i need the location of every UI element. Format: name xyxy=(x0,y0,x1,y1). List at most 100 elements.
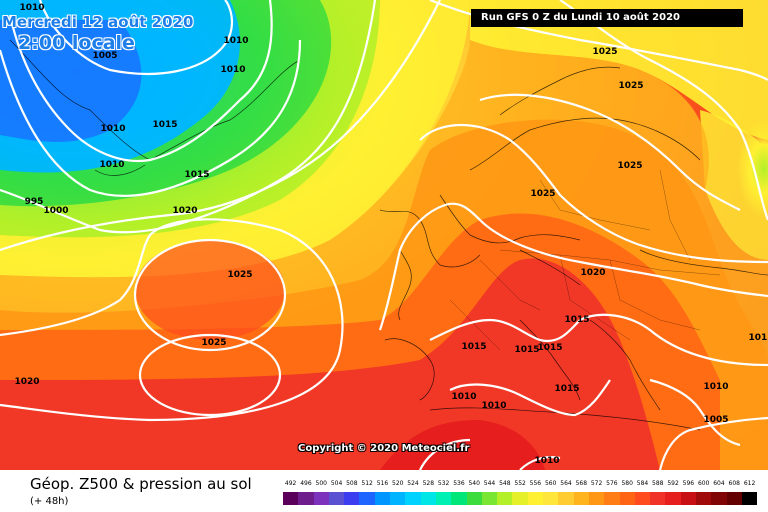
legend-swatch xyxy=(634,492,651,505)
legend-swatch xyxy=(543,492,559,505)
isobar-label: 1010 xyxy=(534,456,559,466)
legend-swatch xyxy=(390,492,406,505)
legend-tick-label: 492 xyxy=(284,480,297,487)
legend-tick-label: 568 xyxy=(575,480,588,487)
isobar-label: 1005 xyxy=(92,51,117,61)
legend-tick-label: 608 xyxy=(728,480,740,487)
legend-tick-label: 528 xyxy=(422,480,435,487)
legend-cell: 536 xyxy=(451,480,467,506)
legend-swatch xyxy=(344,492,360,505)
legend-cell: 596 xyxy=(680,480,697,506)
legend-cell: 556 xyxy=(527,480,544,506)
legend-tick-label: 504 xyxy=(330,480,343,487)
isobar-label: 1020 xyxy=(14,377,39,387)
run-info: Run GFS 0 Z du Lundi 10 août 2020 xyxy=(471,9,743,27)
legend-cell: 608 xyxy=(726,480,742,506)
isobar-label: 1025 xyxy=(201,338,226,348)
legend-swatch xyxy=(451,492,467,505)
legend-swatch xyxy=(466,492,482,505)
legend-cell: 540 xyxy=(466,480,482,506)
legend-cell: 532 xyxy=(435,480,452,506)
legend-tick-label: 512 xyxy=(361,480,373,487)
legend-tick-label: 560 xyxy=(544,480,557,487)
legend-tick-label: 576 xyxy=(606,480,618,487)
legend-tick-label: 508 xyxy=(346,480,358,487)
isobar-label: 995 xyxy=(25,197,44,207)
band-deepred xyxy=(380,420,545,470)
isobar-label: 1020 xyxy=(580,268,605,278)
legend-tick-label: 612 xyxy=(743,480,756,487)
legend-cell: 552 xyxy=(512,480,528,506)
isobar-label: 1025 xyxy=(617,161,642,171)
legend-cell: 520 xyxy=(390,480,406,506)
legend-swatch xyxy=(665,492,681,505)
legend-tick-label: 516 xyxy=(376,480,389,487)
legend-cell: 604 xyxy=(711,480,727,506)
legend-swatch xyxy=(374,492,391,505)
legend-tick-label: 572 xyxy=(590,480,603,487)
legend-cell: 588 xyxy=(650,480,666,506)
date-label: Mercredi 12 août 2020 xyxy=(2,13,194,31)
isobar-label: 1010 xyxy=(451,392,476,402)
isobar-label: 1010 xyxy=(100,124,125,134)
isobar-label: 1025 xyxy=(530,189,555,199)
legend-cell: 496 xyxy=(298,480,314,506)
band-red xyxy=(0,258,660,470)
legend-tick-label: 544 xyxy=(483,480,496,487)
legend-tick-label: 532 xyxy=(437,480,450,487)
legend-cell: 592 xyxy=(665,480,681,506)
legend-cell: 584 xyxy=(634,480,651,506)
copyright: Copyright © 2020 Meteociel.fr xyxy=(298,443,470,454)
band-green xyxy=(0,0,332,207)
legend-cell: 512 xyxy=(359,480,375,506)
legend-tick-label: 536 xyxy=(453,480,465,487)
band-deepblue xyxy=(0,20,142,142)
legend-tick-label: 552 xyxy=(514,480,526,487)
isobar-label: 1020 xyxy=(172,206,197,216)
legend-tick-label: 540 xyxy=(468,480,480,487)
isobar-label: 1025 xyxy=(227,270,252,280)
legend-swatch xyxy=(298,492,314,505)
product-title: Géop. Z500 & pression au sol xyxy=(30,475,252,493)
legend-swatch xyxy=(573,492,589,505)
legend-cell: 568 xyxy=(573,480,589,506)
legend-swatch xyxy=(558,492,574,505)
legend-tick-label: 584 xyxy=(636,480,649,487)
isobar-label: 1010 xyxy=(99,160,124,170)
legend-cell: 560 xyxy=(543,480,559,506)
legend-swatch xyxy=(313,492,329,505)
legend-swatch xyxy=(283,492,299,505)
legend-tick-label: 564 xyxy=(560,480,572,487)
legend-swatch xyxy=(680,492,697,505)
legend-tick-label: 592 xyxy=(667,480,679,487)
legend-swatch xyxy=(405,492,421,505)
legend-swatch xyxy=(497,492,513,505)
legend-cell: 500 xyxy=(313,480,329,506)
legend-tick-label: 596 xyxy=(682,480,695,487)
legend-tick-label: 604 xyxy=(713,480,725,487)
bottom-bar: Géop. Z500 & pression au sol (+ 48h) 492… xyxy=(0,470,768,512)
legend-cell: 600 xyxy=(696,480,712,506)
legend-tick-label: 588 xyxy=(652,480,664,487)
isobars xyxy=(0,0,768,470)
legend-tick-label: 580 xyxy=(621,480,633,487)
legend-tick-label: 496 xyxy=(300,480,312,487)
legend-cell: 504 xyxy=(328,480,345,506)
legend-cell: 508 xyxy=(344,480,360,506)
isobar-label: 1015 xyxy=(564,315,589,325)
time-label: 2:00 locale xyxy=(18,32,135,54)
legend-swatch xyxy=(650,492,666,505)
legend-tick-label: 548 xyxy=(499,480,511,487)
band-yellow-ne xyxy=(470,0,768,140)
legend-tick-label: 520 xyxy=(392,480,404,487)
isobar-label: 1000 xyxy=(43,206,68,216)
isobar-label: 1015 xyxy=(554,384,579,394)
legend-swatch xyxy=(604,492,620,505)
legend-cell: 580 xyxy=(619,480,635,506)
legend-cell: 524 xyxy=(405,480,421,506)
legend-swatch xyxy=(328,492,345,505)
legend-swatch xyxy=(527,492,544,505)
product-subtitle: (+ 48h) xyxy=(30,496,69,507)
